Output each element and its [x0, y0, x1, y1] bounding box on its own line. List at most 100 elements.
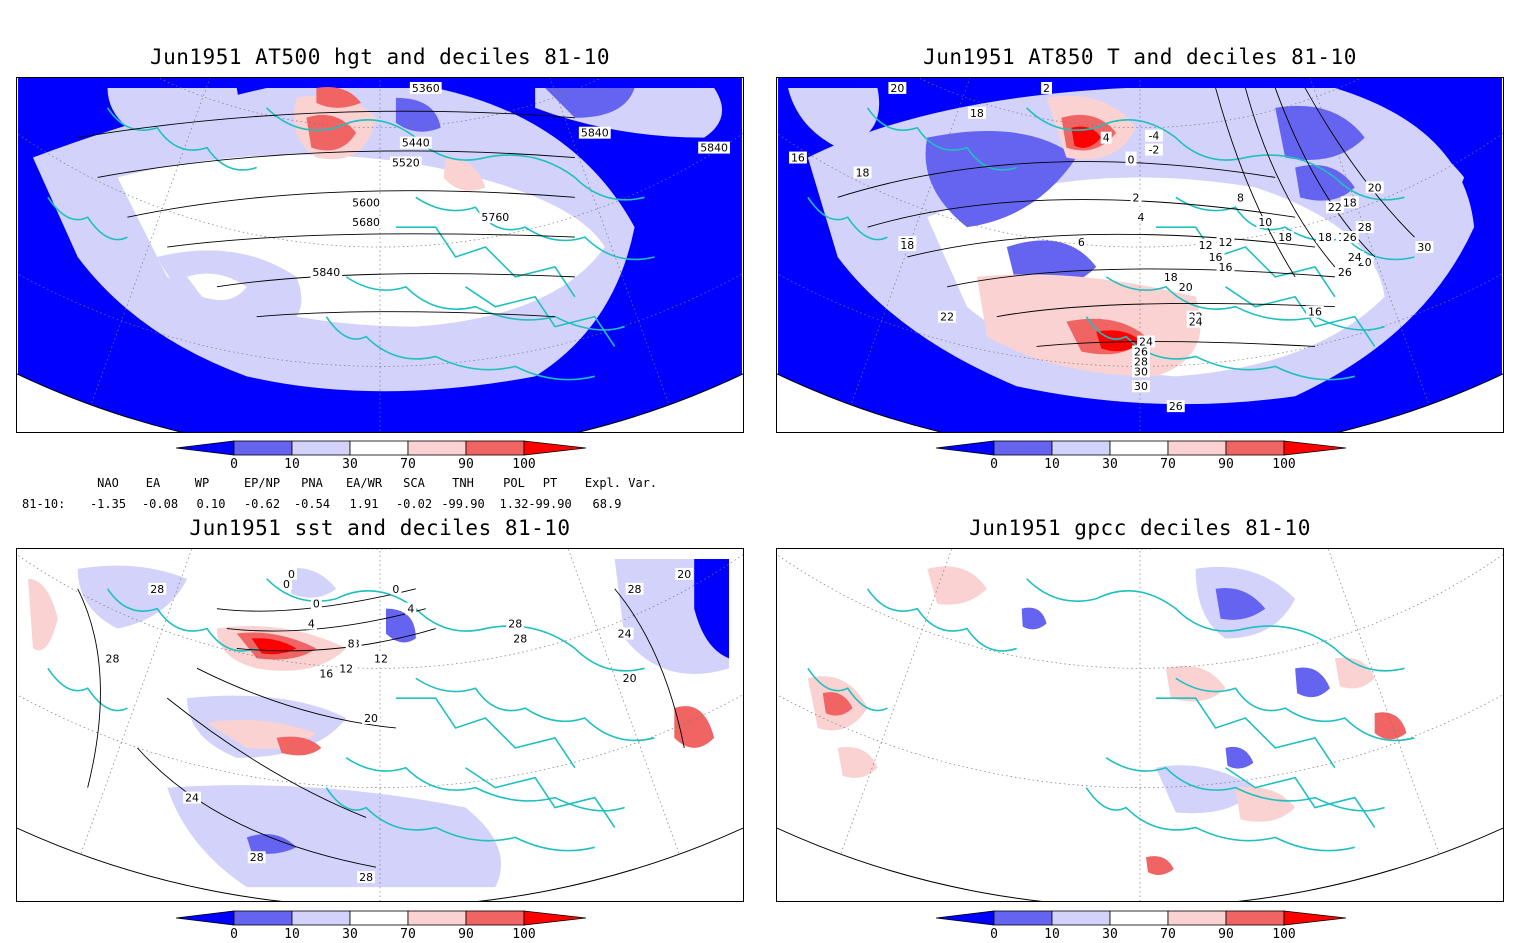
svg-text:24: 24 [1139, 335, 1153, 348]
colorbar-swatches [176, 910, 586, 926]
coastline [1105, 757, 1385, 812]
contour-label: 12 [1216, 236, 1235, 249]
index-value-cell: -99.90 [441, 497, 485, 511]
svg-text:22: 22 [1328, 201, 1342, 214]
index-header-cell: PNA [301, 476, 323, 490]
svg-text:18: 18 [1278, 231, 1292, 244]
coastline [807, 667, 888, 712]
coastline [1155, 226, 1336, 298]
contour-line [996, 302, 1335, 318]
colorbar-tick-label: 10 [1044, 457, 1060, 472]
colorbar-high-arrow [1283, 440, 1346, 456]
map-t850: 20181618242-4-20246810121216161820222426… [777, 78, 1503, 432]
contour-label: 28 [625, 583, 644, 596]
colorbar-tick-label: 70 [400, 457, 416, 472]
colorbar-sst: 0 10 30 70 90 100 [176, 910, 586, 943]
map-panel-sst: 28280004812162024282828282020242848120 [16, 548, 744, 902]
svg-text:18: 18 [1343, 196, 1357, 209]
colorbar-segment [1167, 440, 1227, 456]
coastline [47, 196, 128, 241]
svg-text:2: 2 [1133, 191, 1140, 204]
svg-text:26: 26 [1343, 231, 1357, 244]
index-value-cell: -0.08 [141, 497, 179, 511]
contour-label: 0 [310, 598, 322, 611]
contour-label: 4 [305, 618, 317, 631]
contour-label: 20 [362, 712, 380, 725]
coastline [395, 226, 576, 298]
map-panel-t850: 20181618242-4-20246810121216161820222426… [776, 77, 1504, 433]
panel-title-t850: Jun1951 AT850 T and deciles 81-10 [923, 45, 1357, 69]
coastline [1175, 677, 1415, 742]
contour-label: 8 [345, 637, 357, 650]
contour-line [1215, 87, 1296, 278]
contour-label: 26 [1166, 400, 1185, 413]
decile-shading [1275, 105, 1365, 161]
colorbar-segment [233, 440, 293, 456]
contour-label: 5760 [479, 211, 512, 224]
colorbar-tick-labels: 0 10 30 70 90 100 [936, 457, 1346, 473]
index-value-cell: 1.32 [499, 497, 529, 511]
colorbar-tick-labels: 0 10 30 70 90 100 [176, 927, 586, 943]
svg-text:8: 8 [1237, 191, 1244, 204]
coastline [1026, 578, 1405, 672]
colorbar-tick-label: 10 [284, 927, 300, 942]
svg-text:26: 26 [1134, 345, 1148, 358]
contour-label: 20 [1365, 181, 1384, 194]
colorbar-tick-label: 90 [458, 927, 474, 942]
coastline [1155, 697, 1336, 769]
contour-label: 28 [1132, 355, 1150, 368]
decile-shading [286, 568, 337, 598]
contour-label: 0 [281, 578, 292, 591]
svg-text:5680: 5680 [352, 216, 380, 229]
panel-title-sst: Jun1951 sst and deciles 81-10 [189, 516, 571, 540]
svg-text:16: 16 [791, 152, 805, 165]
colorbar-segment [1167, 910, 1227, 926]
colorbar-segment [349, 910, 409, 926]
colorbar-tick-label: 30 [1102, 927, 1118, 942]
contour-line [216, 588, 416, 612]
contour-label: 18 [853, 166, 872, 179]
decile-shading [674, 706, 715, 748]
colorbar-tick-label: 100 [1272, 457, 1296, 472]
coastline [395, 697, 576, 769]
svg-text:12: 12 [1199, 239, 1213, 252]
contour-line [137, 747, 377, 868]
svg-text:5440: 5440 [402, 137, 430, 150]
svg-text:20: 20 [677, 568, 691, 581]
decile-shading [1374, 136, 1465, 213]
colorbar-segment [465, 910, 525, 926]
contour-label: 16 [788, 152, 807, 165]
decile-shading [787, 87, 880, 148]
colorbar-segment [407, 910, 467, 926]
colorbar-segment [1109, 440, 1169, 456]
colorbar-segment [349, 440, 409, 456]
coastline [1085, 787, 1355, 852]
colorbar-swatches [176, 440, 586, 456]
svg-text:22: 22 [940, 311, 954, 324]
decile-shading [28, 578, 58, 651]
contour-label: 2 [1130, 191, 1142, 204]
contour-line [196, 667, 396, 729]
svg-text:5360: 5360 [412, 82, 440, 95]
decile-shading [395, 97, 441, 132]
coastline [325, 316, 595, 381]
colorbar-tick-label: 0 [990, 457, 998, 472]
decile-shading [927, 566, 987, 605]
contour-label: 16 [1216, 261, 1235, 274]
contour-label: 16 [1206, 251, 1225, 264]
coastline [266, 578, 645, 672]
index-value-cell: -0.54 [293, 497, 331, 511]
contour-label: 24 [615, 627, 634, 640]
contour-line [1036, 341, 1316, 347]
contour-line [1244, 87, 1336, 268]
decile-shading [822, 692, 853, 716]
colorbar-high-arrow [523, 910, 586, 926]
colorbar-hgt500: 0 10 30 70 90 100 [176, 440, 586, 474]
colorbar-tick-label: 90 [458, 457, 474, 472]
contour-label: 28 [511, 632, 530, 645]
index-value-cell: -1.35 [89, 497, 127, 511]
colorbar-segment [993, 910, 1053, 926]
contour-label: 24 [1345, 251, 1364, 264]
svg-text:30: 30 [1134, 380, 1148, 393]
svg-text:5760: 5760 [481, 211, 509, 224]
